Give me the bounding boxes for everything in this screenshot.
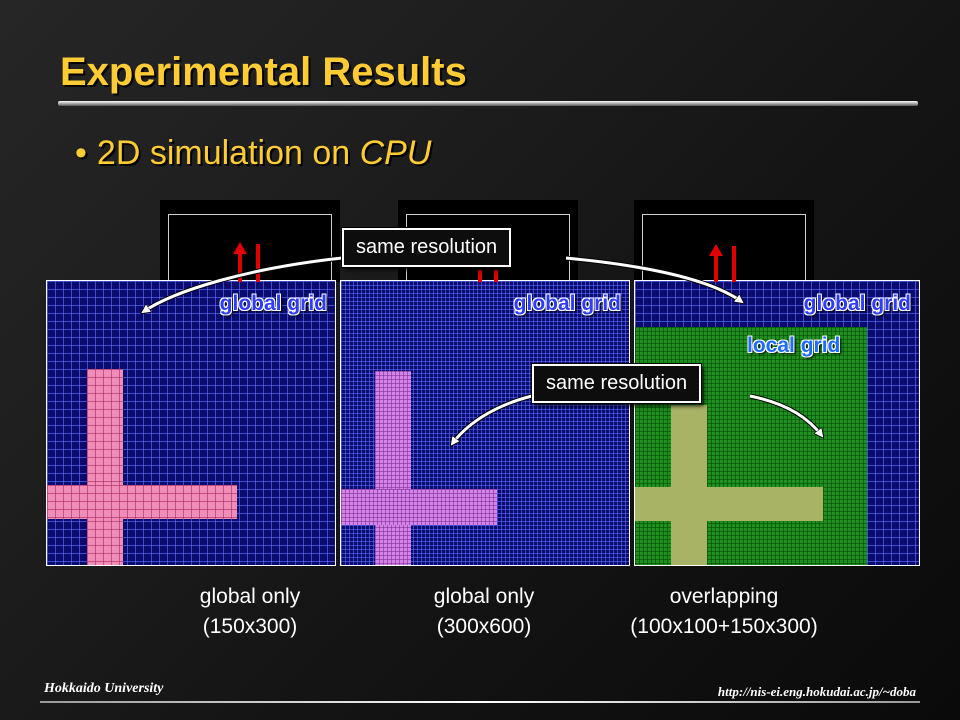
simulation-panel-global-fine: global grid — [340, 280, 630, 566]
bullet-dot: • — [75, 134, 87, 172]
footer-url[interactable]: http://nis-ei.eng.hokudai.ac.jp/~doba — [717, 684, 916, 699]
bullet-text: 2D simulation on — [96, 134, 360, 172]
curved-arrow-icon — [749, 394, 822, 436]
obstacle-cross-horizontal — [47, 485, 237, 519]
curved-arrow-icon — [565, 256, 742, 302]
bullet-emphasis: CPU — [359, 134, 432, 172]
background-box — [160, 200, 340, 282]
curved-arrow-icon — [143, 256, 343, 312]
caption-panel-2: global only (300x600) — [354, 582, 614, 642]
panel-label-global-grid: global grid — [803, 292, 911, 315]
panel-label-global-grid: global grid — [219, 292, 327, 315]
caption-line: (100x100+150x300) — [630, 615, 818, 638]
background-box-frame — [168, 214, 332, 282]
caption-panel-1: global only (150x300) — [120, 582, 380, 642]
callout-same-resolution-middle: same resolution — [532, 364, 702, 403]
obstacle-cross-vertical — [671, 405, 707, 565]
panel-label-global-grid: global grid — [513, 292, 621, 315]
curved-arrow-icon — [450, 393, 533, 446]
curved-arrow-icon — [452, 394, 533, 444]
caption-line: overlapping — [669, 585, 779, 608]
caption-line: global only — [199, 585, 301, 608]
background-box-frame — [642, 214, 806, 282]
footer-organization: Hokkaido University — [44, 681, 164, 696]
slide-title: Experimental Results — [60, 50, 467, 94]
caption-panel-3: overlapping (100x100+150x300) — [594, 582, 854, 642]
obstacle-cross-horizontal — [635, 487, 823, 521]
velocity-arrow-icon — [478, 270, 498, 282]
obstacle-cross-horizontal — [341, 489, 497, 525]
title-divider — [58, 101, 918, 106]
curved-arrow-icon — [749, 393, 824, 438]
background-box — [634, 200, 814, 282]
curved-arrow-icon — [141, 255, 343, 315]
caption-line: global only — [433, 585, 535, 608]
callout-same-resolution-top: same resolution — [342, 228, 512, 267]
bullet-point: • 2D simulation on CPU — [75, 134, 431, 173]
obstacle-cross-vertical — [87, 369, 123, 565]
caption-line: (300x600) — [436, 615, 532, 638]
caption-line: (150x300) — [202, 615, 298, 638]
velocity-arrow-icon — [709, 244, 736, 282]
obstacle-cross-vertical — [375, 371, 411, 565]
footer-divider — [40, 701, 920, 703]
panel-label-local-grid: local grid — [747, 334, 841, 357]
simulation-panel-global-coarse: global grid — [46, 280, 336, 566]
